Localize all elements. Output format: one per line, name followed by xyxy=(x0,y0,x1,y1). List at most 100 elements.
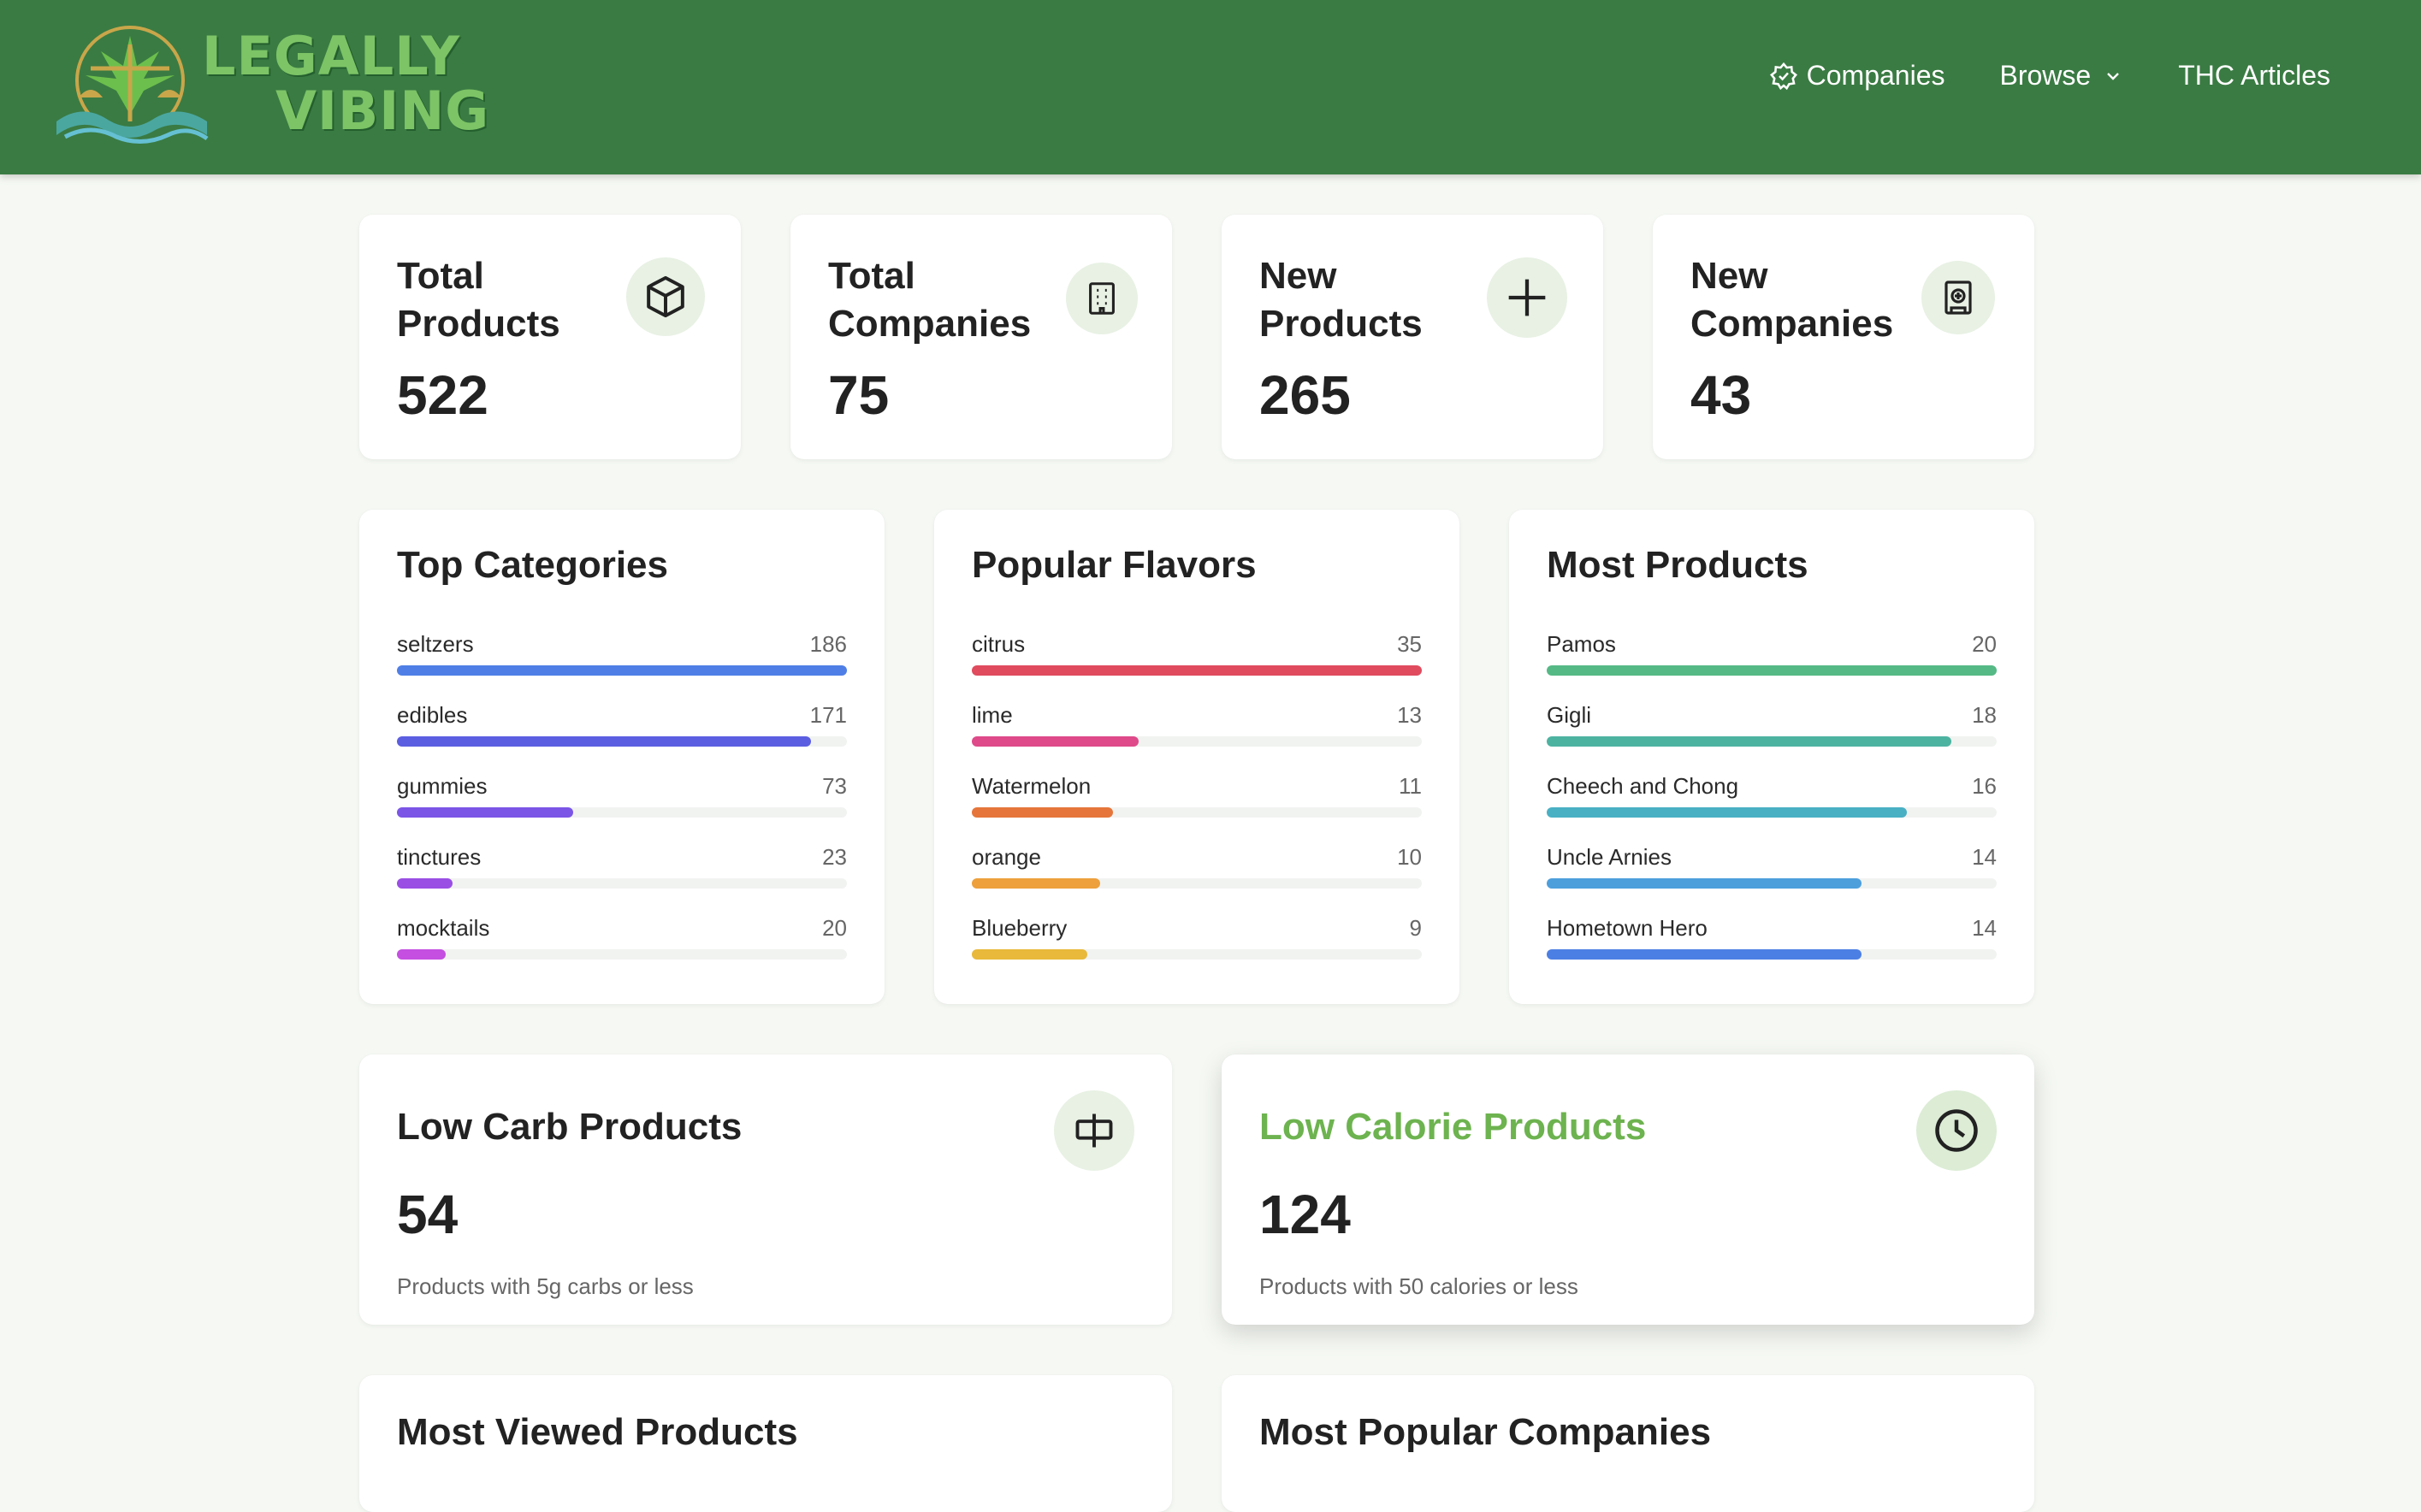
building-icon xyxy=(1066,263,1138,334)
nav-browse[interactable]: Browse xyxy=(2000,60,2124,92)
bar-fill xyxy=(397,807,574,818)
bar-fill xyxy=(1547,807,1907,818)
bar-count: 14 xyxy=(1972,844,1997,870)
ruler-icon xyxy=(1054,1090,1134,1171)
bar-fill xyxy=(397,736,811,747)
bar-fill xyxy=(397,665,847,676)
bar-track xyxy=(972,807,1422,818)
bar-track xyxy=(397,665,847,676)
list-item[interactable]: Pamos 20 xyxy=(1547,628,1997,699)
bar-track xyxy=(972,878,1422,889)
top-categories-card: Top Categories seltzers 186 edibles 171 … xyxy=(359,510,885,1004)
nav-thc-articles[interactable]: THC Articles xyxy=(2178,60,2330,92)
bar-label: Gigli xyxy=(1547,702,1592,728)
nav-browse-label: Browse xyxy=(1999,60,2092,91)
bar-label: Hometown Hero xyxy=(1547,915,1708,941)
list-item[interactable]: Hometown Hero 14 xyxy=(1547,912,1997,983)
stat-card-new-products: New Products 265 xyxy=(1222,215,1603,459)
bar-track xyxy=(972,665,1422,676)
bar-label: Watermelon xyxy=(972,773,1092,799)
nav-companies[interactable]: Companies xyxy=(1769,60,1945,92)
card-value: 124 xyxy=(1259,1184,1351,1245)
bar-count: 171 xyxy=(809,702,847,728)
popular-flavors-card: Popular Flavors citrus 35 lime 13 Waterm… xyxy=(934,510,1459,1004)
cannabis-scales-logo-icon xyxy=(56,26,209,144)
bar-count: 73 xyxy=(822,773,847,799)
card-title: Top Categories xyxy=(397,544,669,586)
bar-count: 13 xyxy=(1397,702,1422,728)
bar-count: 18 xyxy=(1972,702,1997,728)
bar-fill xyxy=(972,878,1101,889)
bar-track xyxy=(1547,949,1997,960)
nav-thc-articles-label: THC Articles xyxy=(2178,60,2330,91)
nav-companies-label: Companies xyxy=(1806,60,1945,91)
card-title: Most Products xyxy=(1547,544,1808,586)
card-title: Low Carb Products xyxy=(397,1106,743,1148)
list-item[interactable]: Cheech and Chong 16 xyxy=(1547,770,1997,841)
bar-fill xyxy=(1547,949,1862,960)
bar-count: 9 xyxy=(1409,915,1422,941)
bar-label: Cheech and Chong xyxy=(1547,773,1739,799)
stat-label: New Products xyxy=(1259,255,1423,345)
category-bars: seltzers 186 edibles 171 gummies 73 tinc… xyxy=(397,628,847,983)
card-title: Low Calorie Products xyxy=(1259,1106,1647,1148)
building-plus-icon xyxy=(1921,261,1995,334)
bar-count: 186 xyxy=(809,631,847,657)
card-title: Most Popular Companies xyxy=(1259,1411,1712,1453)
list-item[interactable]: mocktails 20 xyxy=(397,912,847,983)
bar-track xyxy=(397,736,847,747)
bar-track xyxy=(1547,665,1997,676)
list-item[interactable]: Gigli 18 xyxy=(1547,699,1997,770)
bar-track xyxy=(972,736,1422,747)
bar-fill xyxy=(972,736,1139,747)
card-title: Most Viewed Products xyxy=(397,1411,798,1453)
company-bars: Pamos 20 Gigli 18 Cheech and Chong 16 Un… xyxy=(1547,628,1997,983)
list-item[interactable]: lime 13 xyxy=(972,699,1422,770)
bar-fill xyxy=(397,949,446,960)
bar-fill xyxy=(972,949,1088,960)
logo-wordmark: LEGALLY VIBING xyxy=(202,29,489,139)
low-calorie-card[interactable]: Low Calorie Products 124 Products with 5… xyxy=(1222,1054,2034,1325)
bar-count: 16 xyxy=(1972,773,1997,799)
main-nav: Companies Browse THC Articles xyxy=(1714,60,2330,92)
bar-fill xyxy=(972,665,1422,676)
bar-fill xyxy=(1547,665,1997,676)
stat-value: 265 xyxy=(1259,364,1351,426)
bar-count: 20 xyxy=(1972,631,1997,657)
bar-count: 10 xyxy=(1397,844,1422,870)
logo-line-2: VIBING xyxy=(275,80,490,142)
site-logo[interactable]: LEGALLY VIBING xyxy=(48,19,488,147)
bar-count: 14 xyxy=(1972,915,1997,941)
bar-fill xyxy=(1547,878,1862,889)
list-item[interactable]: Blueberry 9 xyxy=(972,912,1422,983)
stat-label: Total Companies xyxy=(828,255,1032,345)
card-description: Products with 5g carbs or less xyxy=(397,1273,694,1299)
bar-label: citrus xyxy=(972,631,1026,657)
list-item[interactable]: Watermelon 11 xyxy=(972,770,1422,841)
list-item[interactable]: Uncle Arnies 14 xyxy=(1547,841,1997,912)
bar-count: 23 xyxy=(822,844,847,870)
list-item[interactable]: tinctures 23 xyxy=(397,841,847,912)
list-item[interactable]: seltzers 186 xyxy=(397,628,847,699)
bar-fill xyxy=(972,807,1114,818)
box-icon xyxy=(626,257,705,336)
stat-card-new-companies: New Companies 43 xyxy=(1653,215,2034,459)
stat-card-total-companies: Total Companies 75 xyxy=(790,215,1172,459)
bar-label: seltzers xyxy=(397,631,474,657)
low-carb-card[interactable]: Low Carb Products 54 Products with 5g ca… xyxy=(359,1054,1172,1325)
stat-value: 522 xyxy=(397,364,488,426)
logo-line-1: LEGALLY xyxy=(202,25,460,87)
list-item[interactable]: orange 10 xyxy=(972,841,1422,912)
bar-track xyxy=(1547,807,1997,818)
plus-icon xyxy=(1487,257,1567,338)
bar-count: 35 xyxy=(1397,631,1422,657)
bar-fill xyxy=(1547,736,1952,747)
chevron-down-icon xyxy=(2107,72,2120,80)
list-item[interactable]: edibles 171 xyxy=(397,699,847,770)
list-item[interactable]: gummies 73 xyxy=(397,770,847,841)
card-title: Popular Flavors xyxy=(972,544,1257,586)
list-item[interactable]: citrus 35 xyxy=(972,628,1422,699)
bar-track xyxy=(397,807,847,818)
bar-track xyxy=(1547,736,1997,747)
badge-icon xyxy=(1769,62,1797,90)
